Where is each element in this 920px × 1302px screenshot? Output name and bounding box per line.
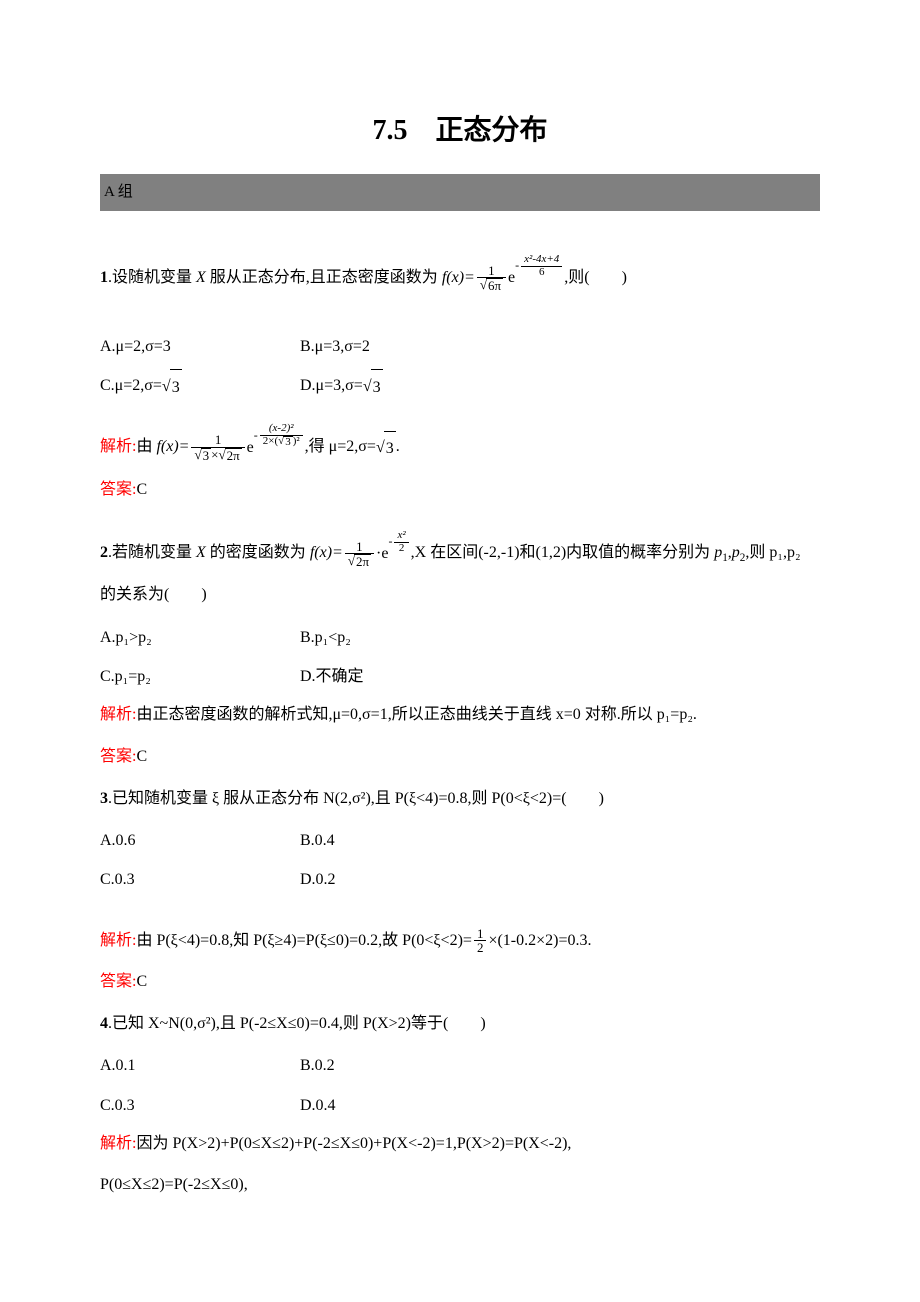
- q3-options-row2: C.0.3 D.0.2: [100, 862, 820, 897]
- q4-number: 4: [100, 1015, 108, 1032]
- q1-answer: 答案:C: [100, 473, 820, 507]
- q1-options-row2: C.μ=2,σ=√3 D.μ=3,σ=√3: [100, 368, 820, 404]
- group-bar: A 组: [100, 174, 820, 211]
- q3-optD: D.0.2: [300, 862, 336, 897]
- q1-optB: B.μ=3,σ=2: [300, 329, 370, 364]
- q3-optB: B.0.4: [300, 823, 335, 858]
- q4-optA: A.0.1: [100, 1048, 300, 1083]
- q2-answer: 答案:C: [100, 740, 820, 774]
- q1-text-b: 服从正态分布,且正态密度函数为: [206, 269, 442, 286]
- page: 7.5 正态分布 A 组 1.设随机变量 X 服从正态分布,且正态密度函数为 f…: [0, 0, 920, 1302]
- q4-options-row1: A.0.1 B.0.2: [100, 1048, 820, 1083]
- page-title: 7.5 正态分布: [100, 100, 820, 162]
- q2-stem: 2.若随机变量 X 的密度函数为 f(x)=1√2π·e-x²2,X 在区间(-…: [100, 536, 820, 570]
- q2-options-row1: A.p₁>p₂ B.p₁<p₂: [100, 620, 820, 655]
- q3-ans-label: 答案:: [100, 973, 136, 990]
- q4-optC: C.0.3: [100, 1088, 300, 1123]
- q1-sol-label: 解析:: [100, 438, 136, 455]
- q1-options-row1: A.μ=2,σ=3 B.μ=3,σ=2: [100, 329, 820, 364]
- q2-number: 2: [100, 544, 108, 561]
- q4-sol-label: 解析:: [100, 1135, 136, 1152]
- q2-stem-line2: 的关系为( ): [100, 578, 820, 612]
- q2-ans-label: 答案:: [100, 748, 136, 765]
- q1-text-c: ,则( ): [564, 269, 627, 286]
- q1-ans-label: 答案:: [100, 481, 136, 498]
- q1-formula: 1√6πe-x²-4x+46: [475, 261, 564, 295]
- q3-optC: C.0.3: [100, 862, 300, 897]
- q2-optA: A.p₁>p₂: [100, 620, 300, 655]
- q3-optA: A.0.6: [100, 823, 300, 858]
- q1-optA: A.μ=2,σ=3: [100, 329, 300, 364]
- q2-solution: 解析:由正态密度函数的解析式知,μ=0,σ=1,所以正态曲线关于直线 x=0 对…: [100, 698, 820, 732]
- q1-solution: 解析:由 f(x)=1√3×√2πe-(x-2)²2×(√3)²,得 μ=2,σ…: [100, 430, 820, 465]
- q1-stem: 1.设随机变量 X 服从正态分布,且正态密度函数为 f(x)=1√6πe-x²-…: [100, 261, 820, 295]
- q1-sol-formula: 1√3×√2πe-(x-2)²2×(√3)²: [189, 431, 304, 465]
- q1-var: X: [196, 269, 206, 286]
- q3-number: 3: [100, 790, 108, 807]
- q1-text-a: .设随机变量: [108, 269, 196, 286]
- q2-optC: C.p₁=p₂: [100, 659, 300, 694]
- q3-answer: 答案:C: [100, 965, 820, 999]
- q2-optB: B.p₁<p₂: [300, 620, 351, 655]
- q1-number: 1: [100, 269, 108, 286]
- q3-options-row1: A.0.6 B.0.4: [100, 823, 820, 858]
- q4-optD: D.0.4: [300, 1088, 336, 1123]
- q1-fx: f(x)=: [442, 269, 475, 286]
- q4-solution-line2: P(0≤X≤2)=P(-2≤X≤0),: [100, 1168, 820, 1202]
- q2-sol-label: 解析:: [100, 706, 136, 723]
- q3-solution: 解析:由 P(ξ<4)=0.8,知 P(ξ≥4)=P(ξ≤0)=0.2,故 P(…: [100, 924, 820, 958]
- q3-sol-label: 解析:: [100, 932, 136, 949]
- q4-solution-line1: 解析:因为 P(X>2)+P(0≤X≤2)+P(-2≤X≤0)+P(X<-2)=…: [100, 1127, 820, 1161]
- q2-options-row2: C.p₁=p₂ D.不确定: [100, 659, 820, 694]
- q2-formula: 1√2π·e-x²2: [343, 537, 411, 571]
- q4-optB: B.0.2: [300, 1048, 335, 1083]
- q1-optC: C.μ=2,σ=√3: [100, 368, 300, 404]
- q1-optD: D.μ=3,σ=√3: [300, 368, 383, 404]
- q4-options-row2: C.0.3 D.0.4: [100, 1088, 820, 1123]
- q3-stem: 3.已知随机变量 ξ 服从正态分布 N(2,σ²),且 P(ξ<4)=0.8,则…: [100, 782, 820, 816]
- q2-optD: D.不确定: [300, 659, 364, 694]
- q4-stem: 4.已知 X~N(0,σ²),且 P(-2≤X≤0)=0.4,则 P(X>2)等…: [100, 1007, 820, 1041]
